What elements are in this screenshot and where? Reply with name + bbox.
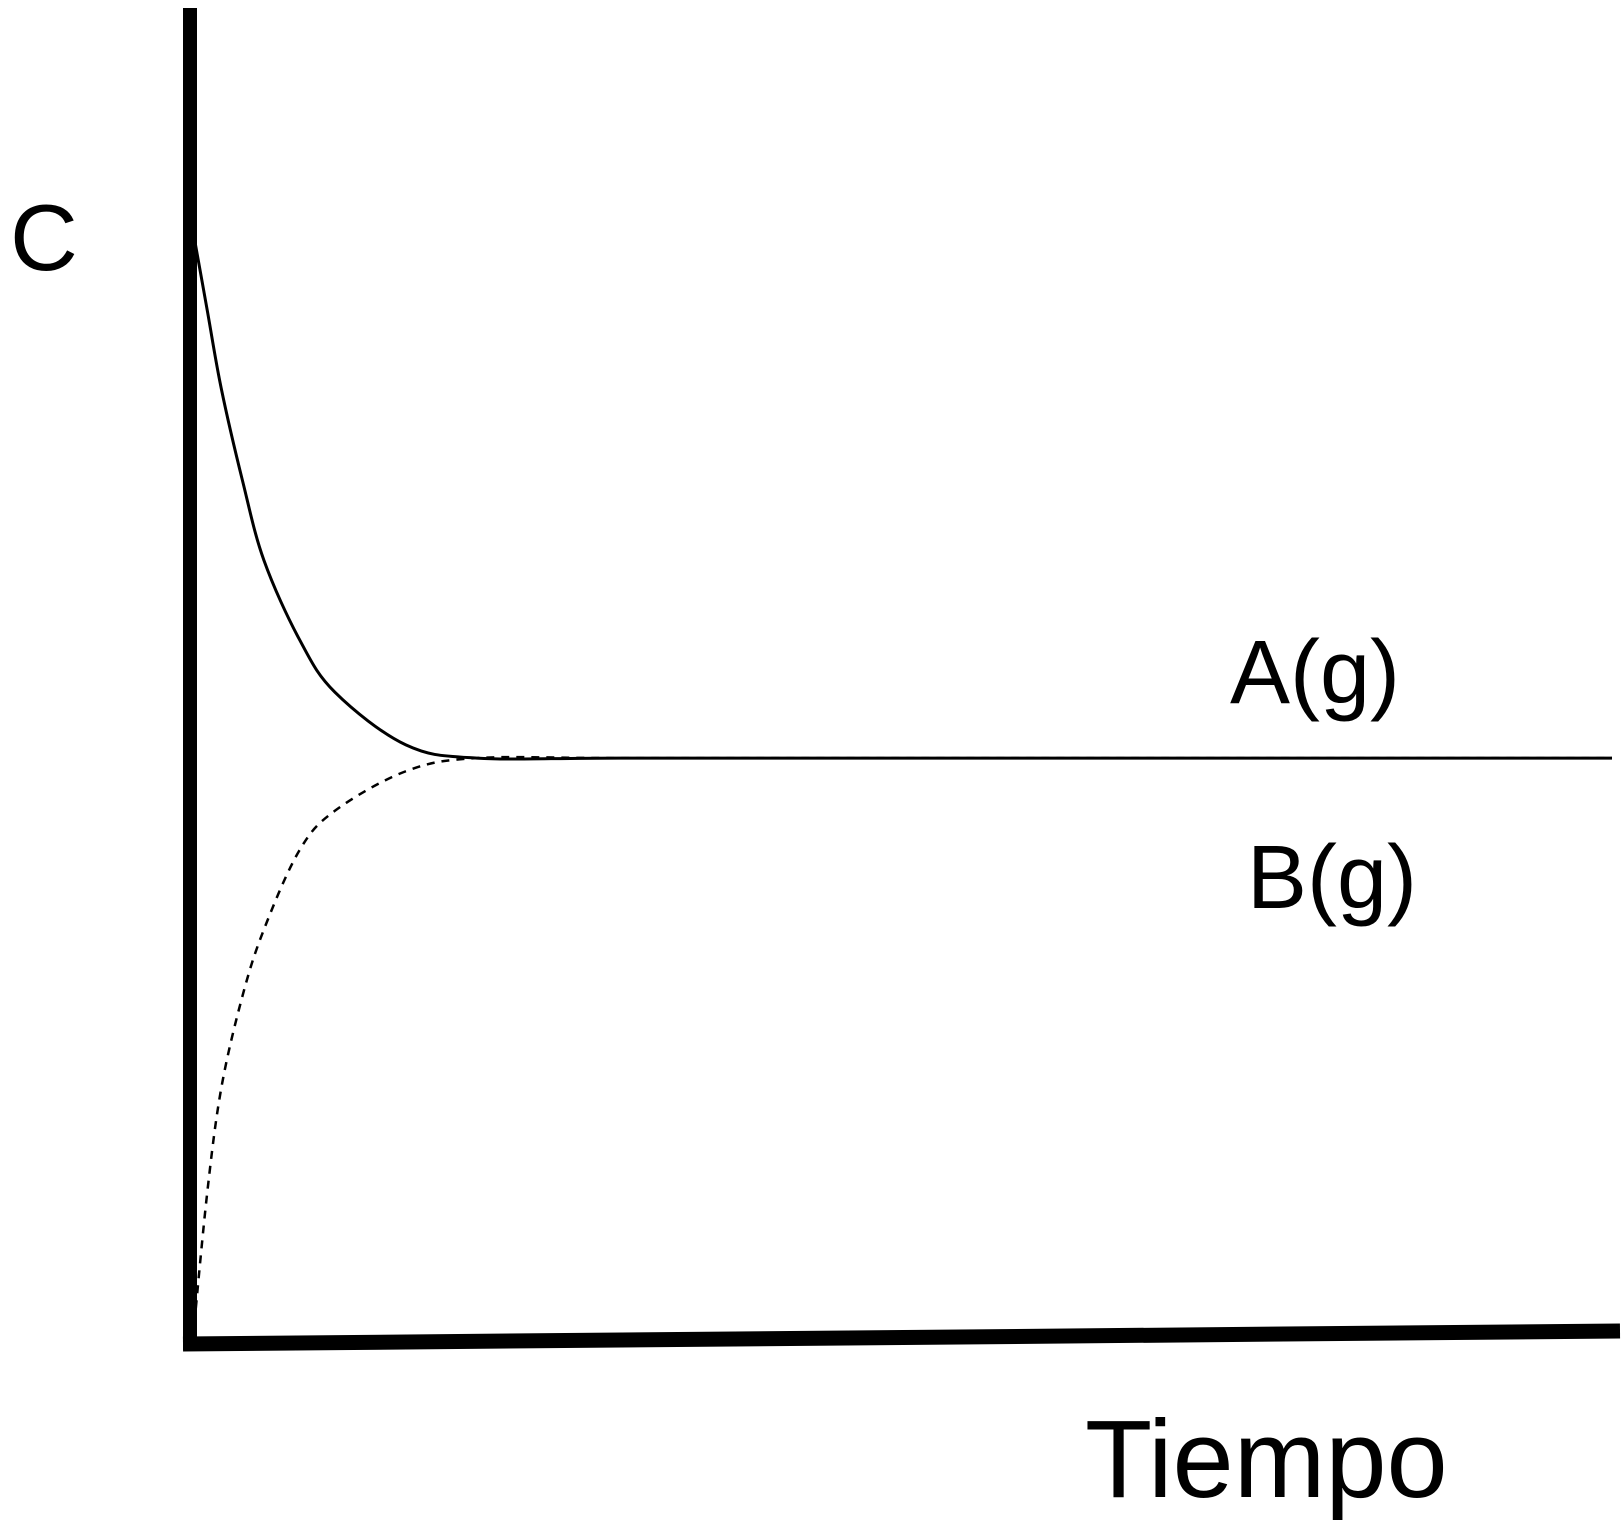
series-layer (191, 230, 1612, 1339)
series-label-2: B(g) (1247, 828, 1417, 928)
series-label-1: A(g) (1230, 623, 1400, 723)
series-line-2 (191, 755, 1612, 1339)
y-axis-label: C (10, 185, 78, 290)
series-line-1 (191, 230, 1612, 761)
x-axis (182, 1323, 1621, 1352)
x-axis-label: Tiempo (1085, 1398, 1448, 1520)
axes-layer (182, 8, 1621, 1352)
series-labels: A(g) B(g) (1230, 623, 1417, 928)
